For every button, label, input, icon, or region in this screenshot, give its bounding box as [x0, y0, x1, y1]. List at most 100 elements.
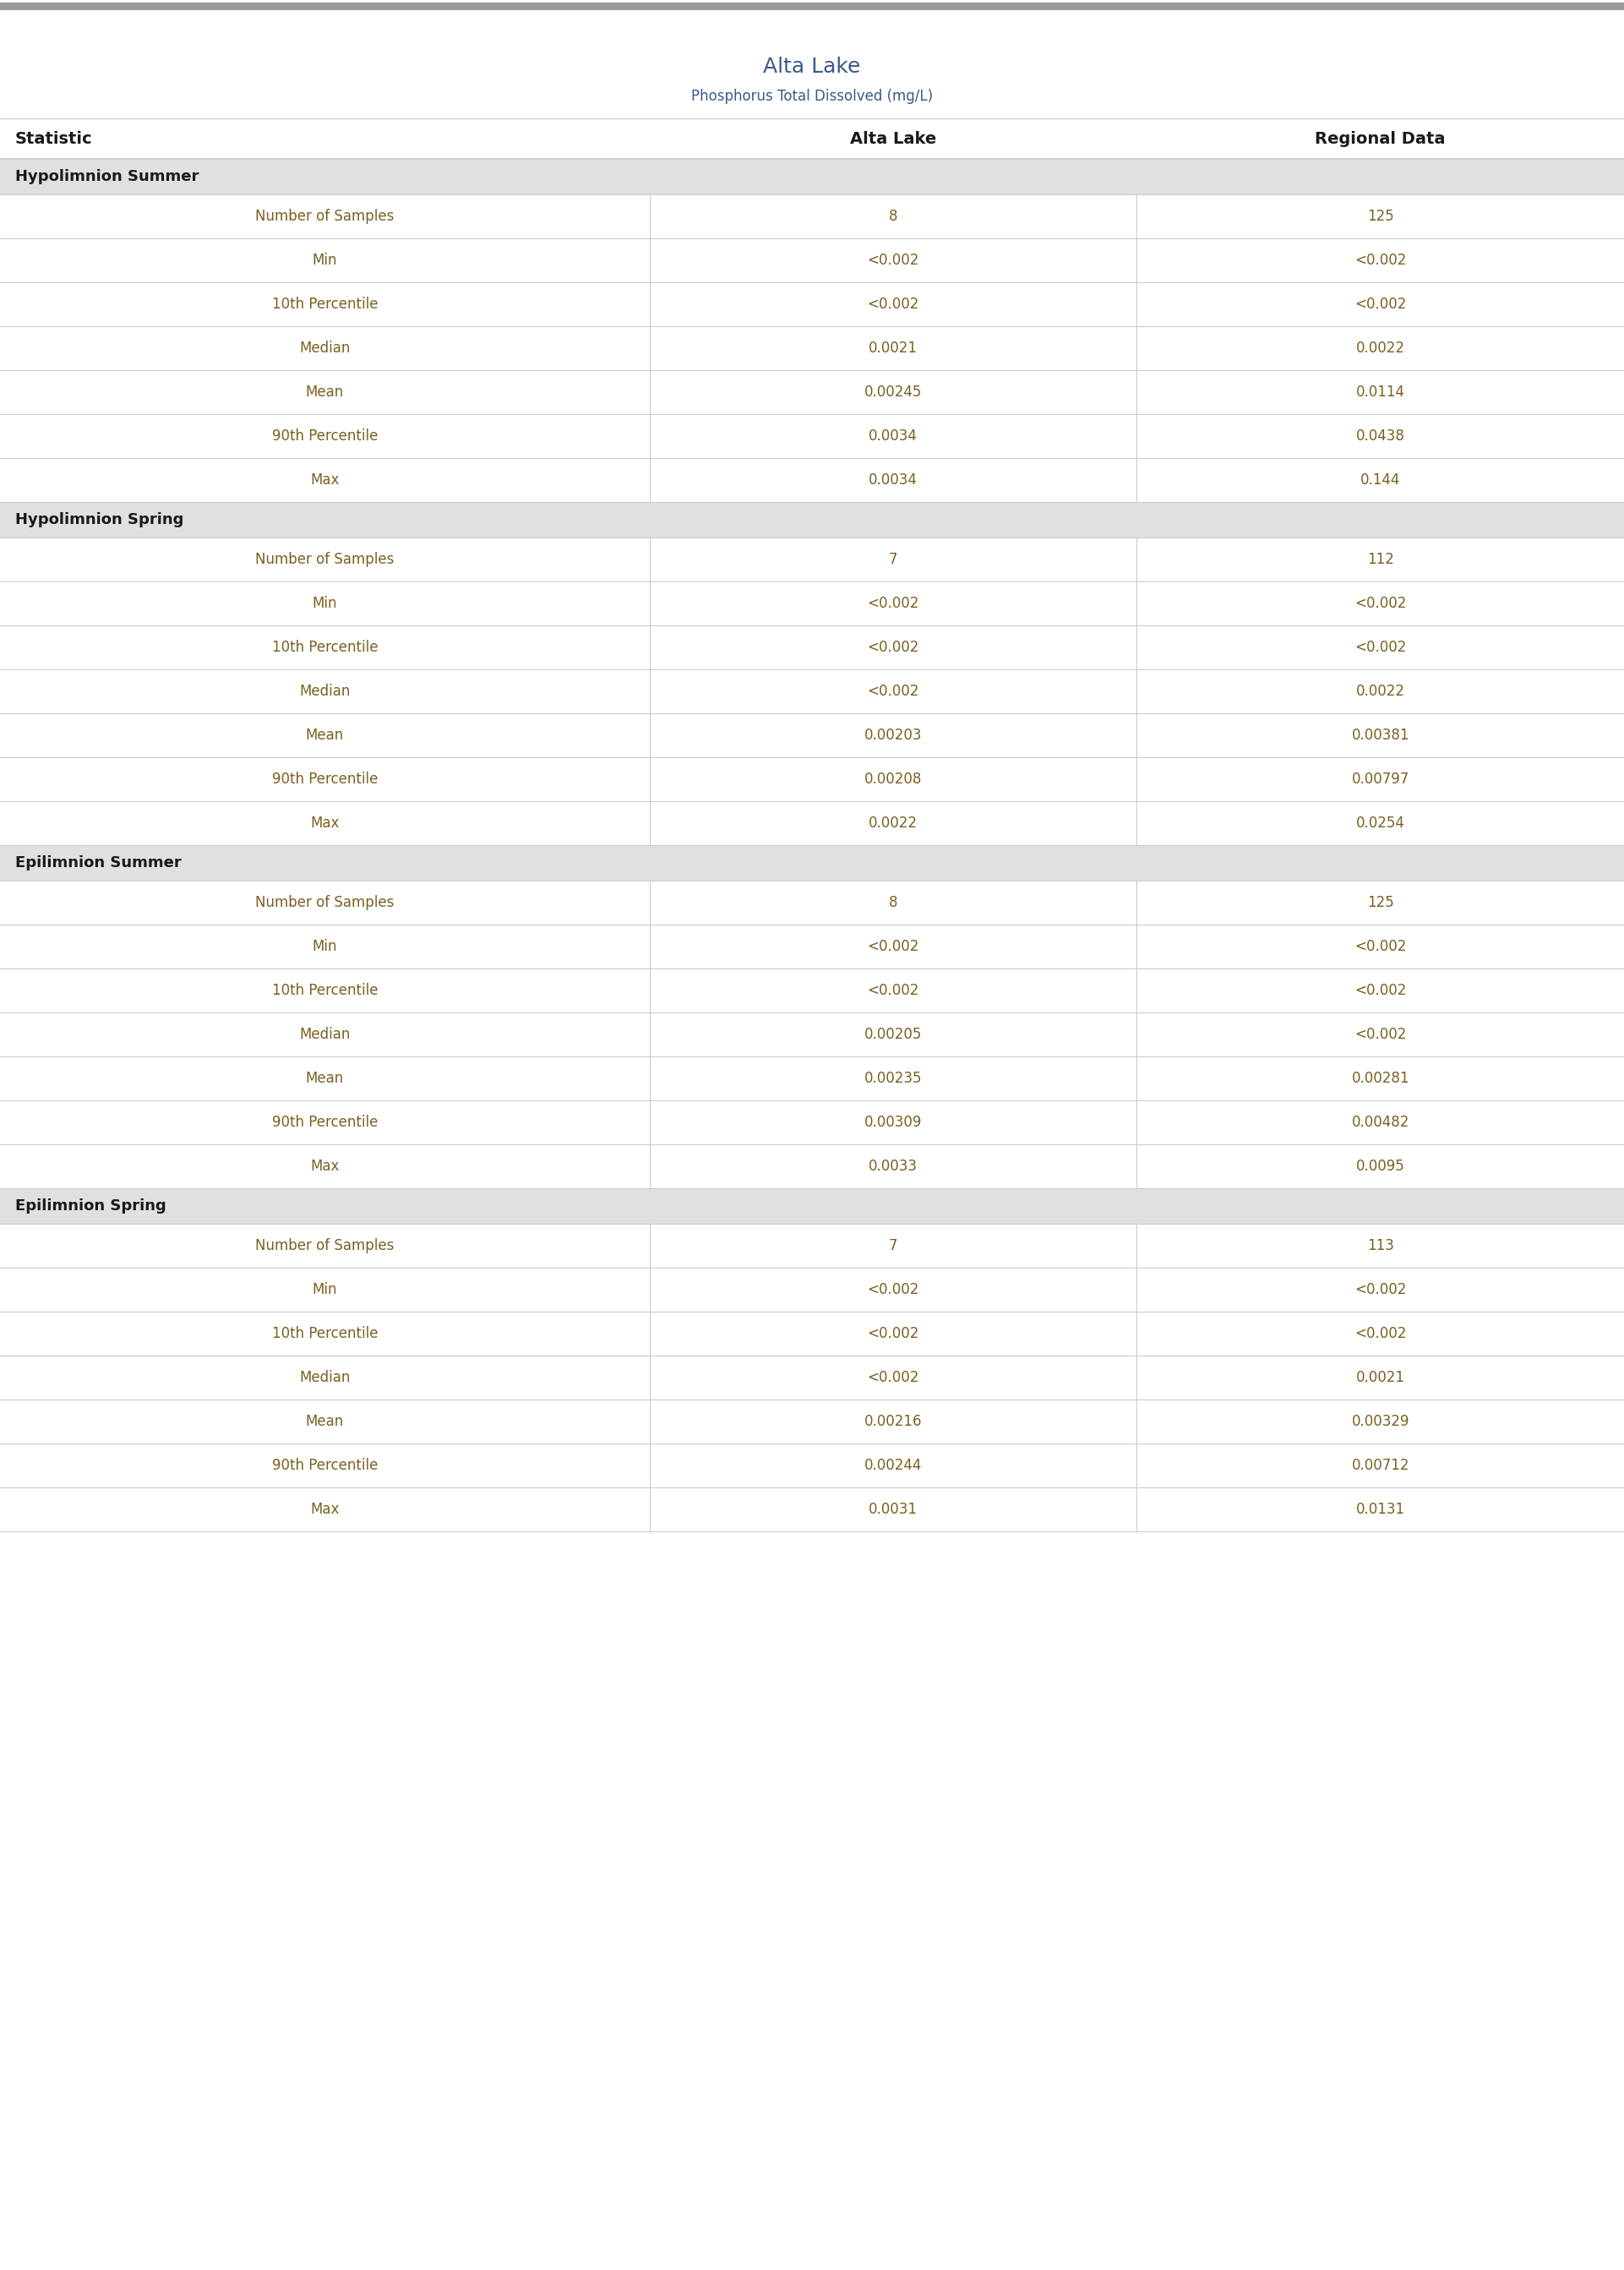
Text: 0.00235: 0.00235 [864, 1071, 922, 1085]
Text: <0.002: <0.002 [867, 983, 919, 999]
Bar [0, 502, 1624, 538]
Text: 0.00208: 0.00208 [864, 772, 922, 788]
Bar [0, 459, 1624, 502]
Bar [0, 1312, 1624, 1355]
Text: 0.0095: 0.0095 [1356, 1158, 1405, 1174]
Text: 10th Percentile: 10th Percentile [271, 1326, 378, 1342]
Text: 113: 113 [1367, 1237, 1393, 1253]
Bar [0, 1012, 1624, 1056]
Text: 112: 112 [1367, 552, 1393, 568]
Text: 125: 125 [1367, 209, 1393, 225]
Bar [0, 1401, 1624, 1444]
Bar [0, 581, 1624, 627]
Text: <0.002: <0.002 [1354, 1026, 1406, 1042]
Bar [0, 159, 1624, 195]
Text: 0.0021: 0.0021 [1356, 1369, 1405, 1385]
Text: Number of Samples: Number of Samples [255, 552, 395, 568]
Text: 0.00203: 0.00203 [864, 729, 922, 742]
Text: Min: Min [312, 595, 338, 611]
Text: Max: Max [310, 472, 339, 488]
Bar [0, 1487, 1624, 1532]
Text: Median: Median [299, 1026, 351, 1042]
Text: 90th Percentile: 90th Percentile [271, 429, 378, 443]
Text: Alta Lake: Alta Lake [763, 57, 861, 77]
Text: <0.002: <0.002 [1354, 595, 1406, 611]
Text: 90th Percentile: 90th Percentile [271, 1457, 378, 1473]
Bar [0, 1224, 1624, 1267]
Text: Median: Median [299, 340, 351, 356]
Bar [0, 413, 1624, 459]
Text: Regional Data: Regional Data [1315, 132, 1445, 148]
Bar [0, 2, 1624, 9]
Text: Mean: Mean [305, 729, 344, 742]
Text: 0.0022: 0.0022 [869, 815, 918, 831]
Bar [0, 969, 1624, 1012]
Text: 0.00216: 0.00216 [864, 1414, 922, 1430]
Text: 0.00205: 0.00205 [864, 1026, 922, 1042]
Text: 0.00244: 0.00244 [864, 1457, 922, 1473]
Bar [0, 627, 1624, 670]
Text: 0.0022: 0.0022 [1356, 340, 1405, 356]
Text: 0.0021: 0.0021 [869, 340, 918, 356]
Text: <0.002: <0.002 [867, 683, 919, 699]
Text: Number of Samples: Number of Samples [255, 209, 395, 225]
Text: Mean: Mean [305, 1414, 344, 1430]
Text: <0.002: <0.002 [1354, 1283, 1406, 1296]
Bar [0, 370, 1624, 413]
Text: 90th Percentile: 90th Percentile [271, 1115, 378, 1130]
Text: <0.002: <0.002 [1354, 983, 1406, 999]
Text: 0.0022: 0.0022 [1356, 683, 1405, 699]
Text: 8: 8 [888, 894, 898, 910]
Text: 0.144: 0.144 [1361, 472, 1400, 488]
Bar [0, 238, 1624, 281]
Bar [0, 1056, 1624, 1101]
Text: Min: Min [312, 940, 338, 953]
Text: 0.00329: 0.00329 [1351, 1414, 1410, 1430]
Text: Max: Max [310, 1503, 339, 1516]
Bar [0, 538, 1624, 581]
Text: Median: Median [299, 683, 351, 699]
Text: 0.00381: 0.00381 [1351, 729, 1410, 742]
Text: Phosphorus Total Dissolved (mg/L): Phosphorus Total Dissolved (mg/L) [692, 89, 932, 104]
Bar [0, 713, 1624, 758]
Bar [0, 924, 1624, 969]
Text: 0.00797: 0.00797 [1351, 772, 1410, 788]
Text: Median: Median [299, 1369, 351, 1385]
Text: Mean: Mean [305, 1071, 344, 1085]
Text: 0.00482: 0.00482 [1351, 1115, 1410, 1130]
Text: 0.0034: 0.0034 [869, 429, 918, 443]
Text: Min: Min [312, 252, 338, 268]
Text: 10th Percentile: 10th Percentile [271, 640, 378, 656]
Bar [0, 281, 1624, 327]
Text: Hypolimnion Spring: Hypolimnion Spring [15, 513, 184, 527]
Text: Max: Max [310, 815, 339, 831]
Bar [0, 1267, 1624, 1312]
Text: 7: 7 [888, 552, 898, 568]
Text: Number of Samples: Number of Samples [255, 894, 395, 910]
Bar [0, 844, 1624, 881]
Text: <0.002: <0.002 [867, 940, 919, 953]
Text: Hypolimnion Summer: Hypolimnion Summer [15, 168, 198, 184]
Bar [0, 1101, 1624, 1144]
Text: <0.002: <0.002 [867, 640, 919, 656]
Text: 10th Percentile: 10th Percentile [271, 983, 378, 999]
Text: Alta Lake: Alta Lake [849, 132, 937, 148]
Bar [0, 1144, 1624, 1187]
Text: <0.002: <0.002 [867, 1369, 919, 1385]
Text: 10th Percentile: 10th Percentile [271, 297, 378, 311]
Bar [0, 1187, 1624, 1224]
Text: <0.002: <0.002 [1354, 297, 1406, 311]
Text: Max: Max [310, 1158, 339, 1174]
Text: 125: 125 [1367, 894, 1393, 910]
Bar [0, 195, 1624, 238]
Text: 0.00309: 0.00309 [864, 1115, 922, 1130]
Text: 0.0254: 0.0254 [1356, 815, 1405, 831]
Bar [0, 801, 1624, 844]
Text: <0.002: <0.002 [867, 297, 919, 311]
Text: 90th Percentile: 90th Percentile [271, 772, 378, 788]
Text: 0.00245: 0.00245 [864, 384, 922, 400]
Text: 0.0131: 0.0131 [1356, 1503, 1405, 1516]
Text: 0.0031: 0.0031 [869, 1503, 918, 1516]
Text: 7: 7 [888, 1237, 898, 1253]
Text: <0.002: <0.002 [1354, 252, 1406, 268]
